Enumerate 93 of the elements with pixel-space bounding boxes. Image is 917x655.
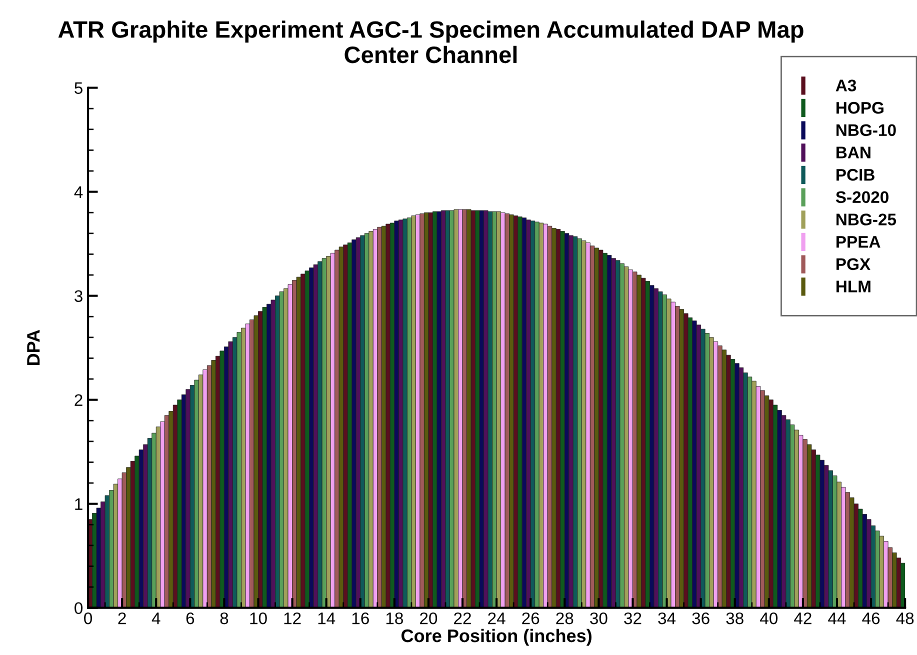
bar: [688, 317, 693, 608]
bar: [679, 309, 684, 608]
bar: [543, 224, 548, 608]
bar: [534, 222, 540, 608]
x-tick-label: 6: [186, 612, 194, 624]
bar: [568, 235, 574, 608]
y-tick-label: 2: [74, 394, 82, 406]
bar: [254, 315, 258, 608]
x-tick-label: 18: [386, 612, 403, 624]
bar: [436, 211, 442, 608]
y-tick-label: 0: [74, 602, 83, 614]
x-tick-label: 16: [352, 612, 369, 624]
bar: [411, 215, 416, 608]
x-tick-label: 20: [420, 612, 438, 624]
bar: [722, 350, 727, 608]
bar: [454, 209, 458, 608]
bar: [696, 324, 702, 608]
legend-label: PPEA: [836, 236, 880, 248]
x-tick-label: 36: [692, 612, 710, 624]
bar: [504, 213, 510, 608]
bar: [211, 360, 216, 608]
x-tick-label: 48: [896, 612, 914, 624]
bar: [488, 211, 493, 608]
x-tick-label: 12: [284, 612, 301, 624]
bar: [552, 228, 556, 608]
bar: [270, 300, 276, 608]
bar: [752, 380, 756, 608]
x-tick-label: 4: [152, 612, 160, 624]
legend-label: NBG-25: [836, 214, 896, 226]
legend-label: PGX: [836, 258, 870, 270]
bar: [381, 226, 386, 608]
bar: [760, 390, 765, 608]
bar: [236, 332, 242, 608]
legend-label: PCIB: [836, 168, 874, 181]
bar: [445, 210, 450, 608]
bar: [228, 341, 233, 608]
legend-label: HOPG: [836, 102, 884, 114]
bar: [313, 264, 318, 608]
y-tick-label: 5: [74, 82, 82, 94]
legend-label: HLM: [836, 280, 870, 292]
bar: [577, 238, 582, 608]
bar: [304, 270, 310, 608]
bar: [734, 363, 740, 608]
x-tick-label: 8: [220, 612, 228, 624]
legend-label: A3: [836, 80, 856, 92]
bar: [560, 231, 565, 608]
x-axis-title: Core Position (inches): [402, 628, 592, 646]
legend-label: BAN: [836, 146, 870, 158]
x-tick-label: 42: [794, 612, 812, 624]
chart-title: ATR Graphite Experiment AGC-1 Specimen Accumulated DAP Map: [58, 20, 804, 43]
bar: [220, 350, 224, 608]
x-tick-label: 40: [760, 612, 778, 624]
bar: [288, 284, 293, 608]
bar: [186, 389, 190, 608]
legend-label: NBG-10: [836, 124, 896, 136]
bar: [394, 220, 399, 608]
bar: [704, 333, 710, 608]
bar: [338, 246, 344, 608]
bar: [368, 231, 374, 608]
x-tick-label: 24: [488, 612, 506, 624]
x-tick-label: 28: [556, 612, 574, 624]
bar: [518, 216, 522, 608]
x-tick-label: 46: [862, 612, 880, 624]
bar: [402, 218, 408, 608]
x-tick-label: 10: [250, 612, 267, 624]
bar: [262, 307, 267, 608]
y-axis-title: DPA: [27, 330, 40, 365]
x-tick-label: 14: [318, 612, 336, 624]
y-tick-label: 1: [75, 498, 82, 510]
x-tick-label: 22: [454, 612, 471, 624]
chart-subtitle: Center Channel: [344, 46, 517, 64]
y-tick-label: 3: [74, 290, 82, 302]
bar: [202, 369, 208, 608]
x-tick-label: 30: [590, 612, 608, 624]
x-tick-label: 44: [828, 612, 846, 624]
x-tick-label: 32: [624, 612, 642, 624]
x-tick-label: 2: [118, 612, 126, 624]
bar: [496, 211, 502, 608]
bar: [360, 235, 365, 608]
bar: [245, 324, 250, 608]
bar: [377, 226, 382, 608]
legend-label: S-2020: [836, 191, 888, 204]
x-tick-label: 26: [522, 612, 540, 624]
x-tick-label: 34: [658, 612, 676, 624]
bar: [326, 256, 331, 608]
y-tick-label: 4: [74, 186, 83, 198]
bar: [334, 250, 340, 608]
bar: [279, 291, 284, 608]
x-tick-label: 0: [84, 612, 92, 624]
bar: [296, 276, 302, 608]
bar: [526, 220, 531, 608]
x-tick-label: 38: [726, 612, 744, 624]
bar: [352, 239, 356, 608]
